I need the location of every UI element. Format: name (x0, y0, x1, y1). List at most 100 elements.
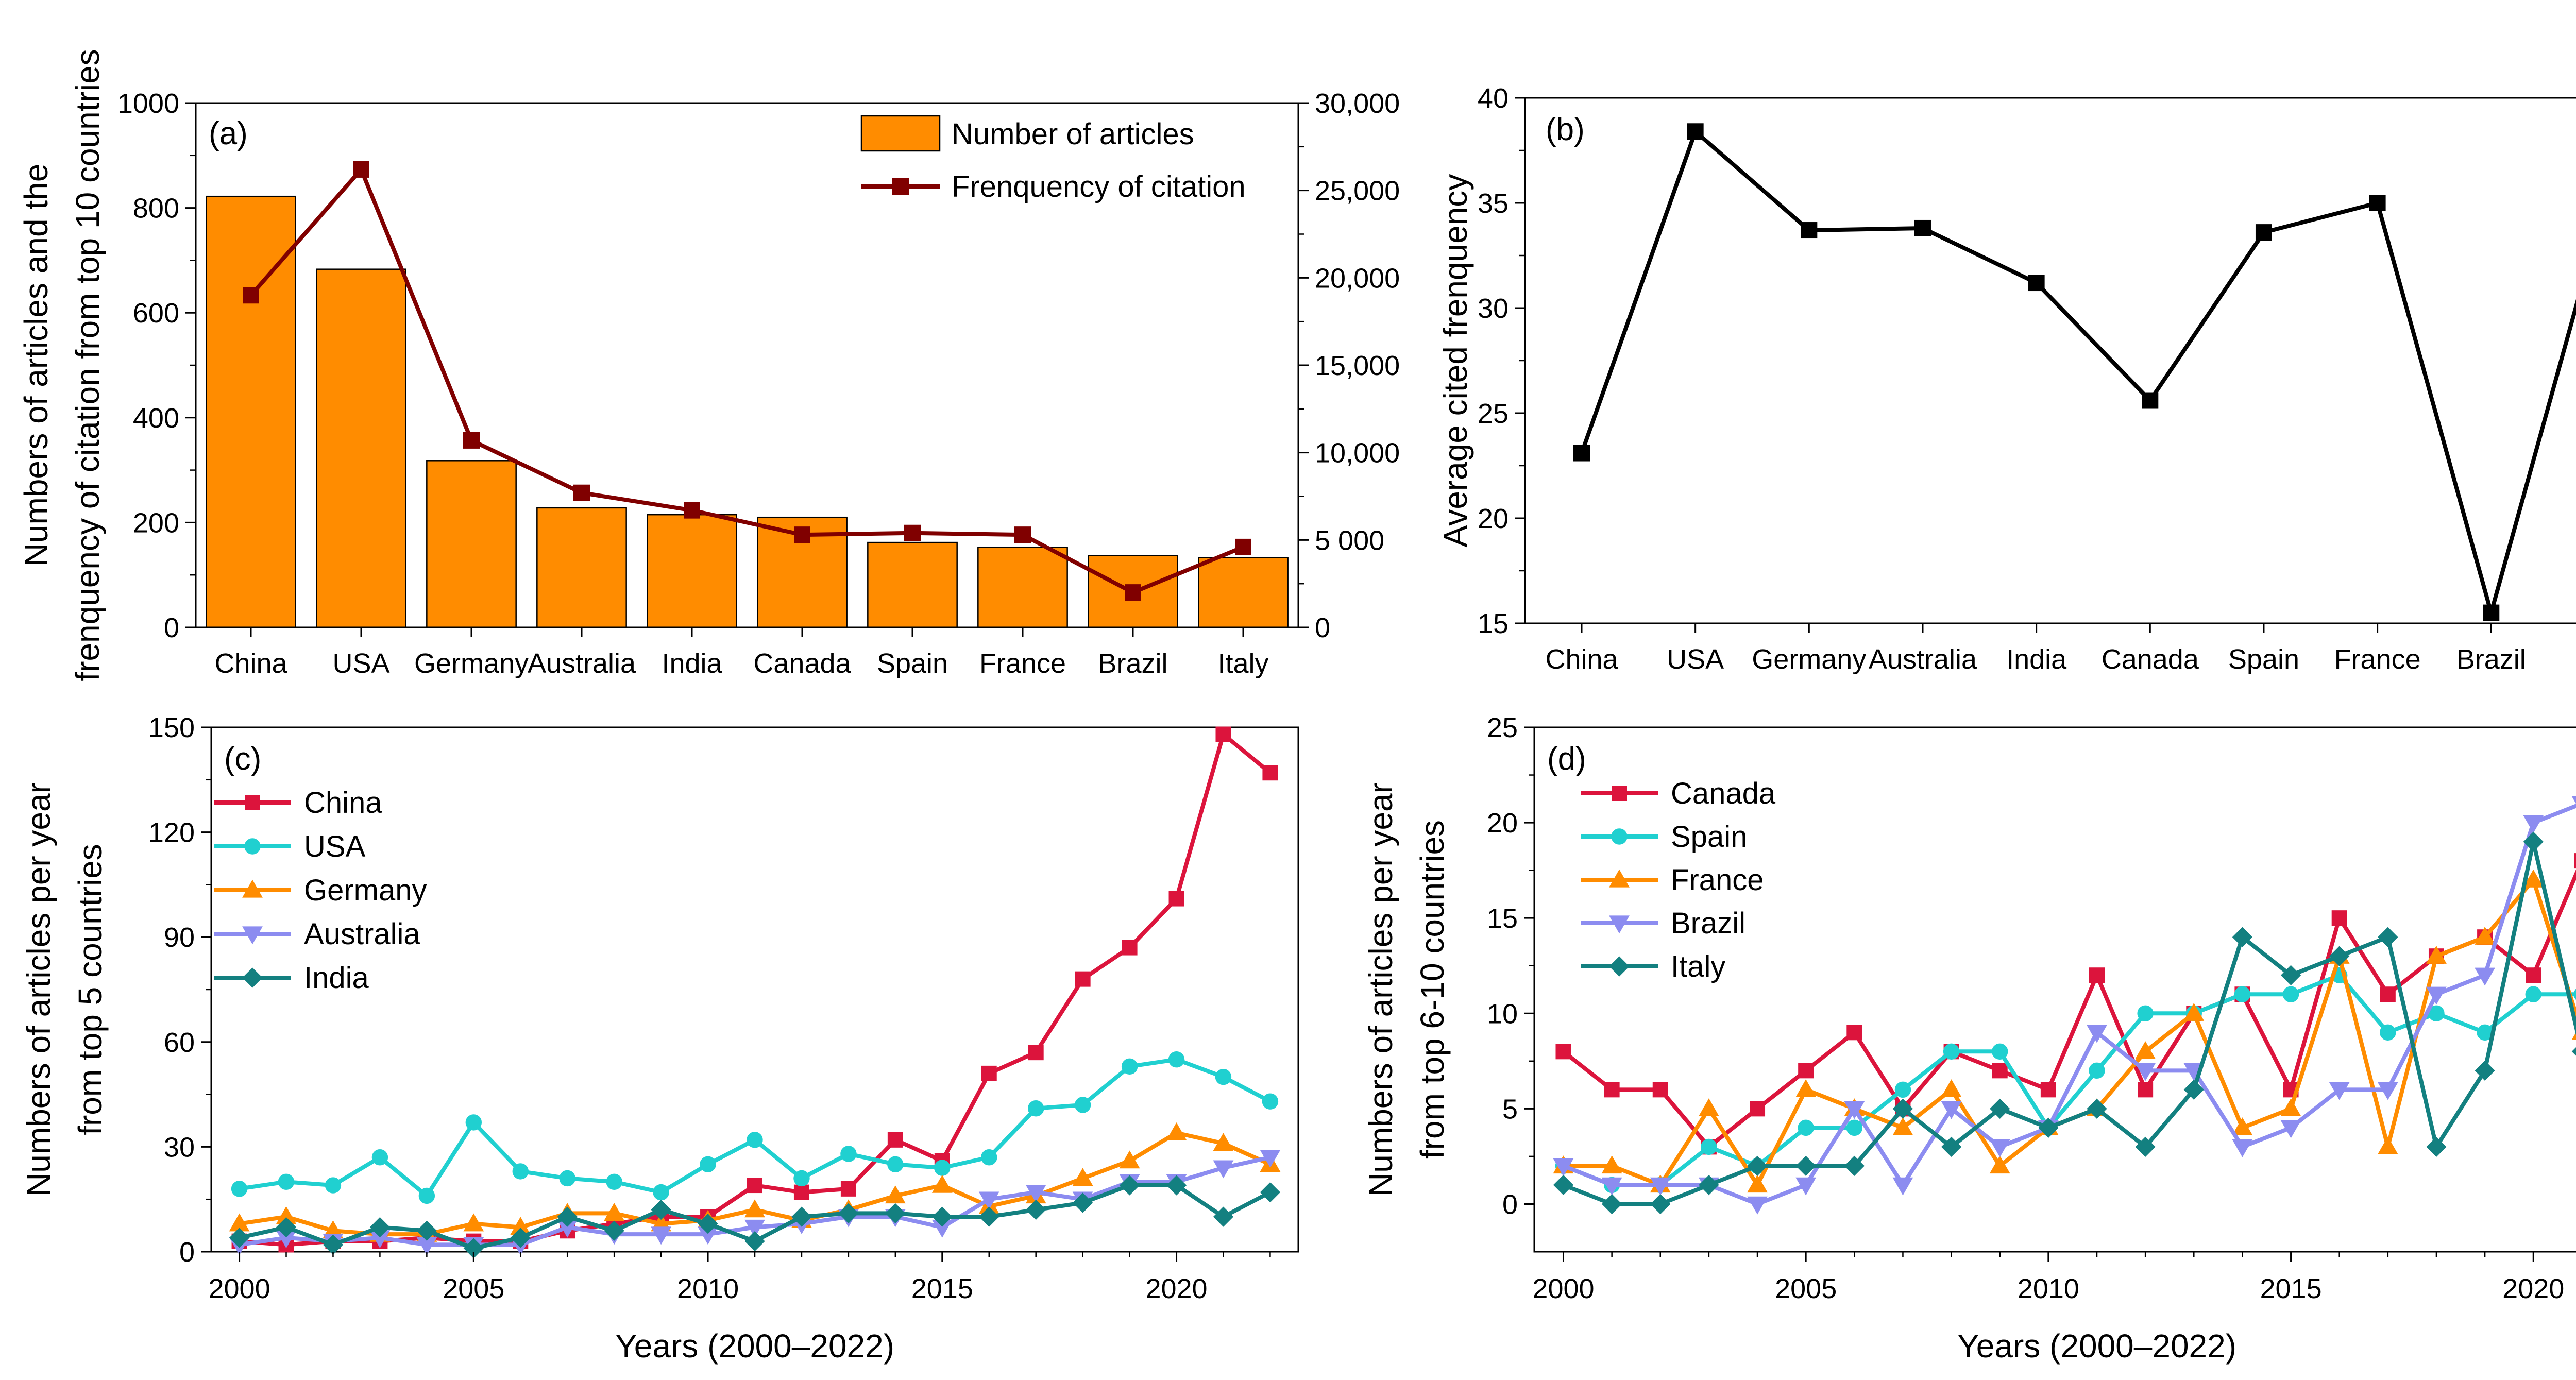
x-axis-label: Years (2000–2022) (615, 1327, 894, 1365)
legend-label-spain: Spain (1671, 820, 1747, 854)
point-canada-2012 (2138, 1082, 2154, 1098)
legend: Number of articles Frenquency of citation (860, 115, 1246, 203)
point-france-2009 (1989, 1155, 2010, 1174)
point-brazil-2004 (1747, 1196, 1768, 1215)
y-tick-label: 200 (133, 507, 179, 538)
y-tick-label: 60 (164, 1027, 195, 1058)
point-italy-2016 (2329, 946, 2350, 966)
point-germany-2014 (885, 1185, 906, 1204)
y-tick-label: 90 (164, 922, 195, 953)
y-tick-label: 0 (179, 1237, 195, 1268)
point-canada-2004 (1750, 1101, 1766, 1117)
point-germany-2021 (1213, 1133, 1234, 1151)
bar-spain (867, 541, 958, 628)
point-canada-2000 (1555, 1044, 1571, 1060)
point-brazil-2011 (2087, 1025, 2107, 1043)
point-india-2019 (1119, 1175, 1140, 1196)
point-citation-france (1014, 526, 1031, 543)
point-spain-2014 (2234, 986, 2251, 1002)
legend-label-australia: Australia (304, 917, 420, 951)
point-italy-2013 (2183, 1079, 2204, 1100)
point-india-2010 (698, 1214, 718, 1234)
point-australia-2022 (1260, 1150, 1281, 1168)
point-india-2014 (885, 1203, 906, 1223)
point-italy-2018 (2426, 1136, 2447, 1157)
point-citation-canada (794, 526, 810, 543)
point-citation-india (684, 502, 700, 519)
y-tick-label: 30 (1478, 293, 1509, 324)
point-spain-2005 (1798, 1119, 1814, 1136)
y-tick-label: 40 (1478, 83, 1509, 114)
point-usa-2009 (653, 1184, 669, 1201)
x-tick-label: Canada (2102, 644, 2199, 675)
point-spain-2012 (2137, 1005, 2154, 1021)
y-axis-label: Numbers of articles and the frenquency of… (18, 49, 106, 681)
point-usa-2014 (887, 1156, 904, 1173)
point-china (1573, 445, 1590, 462)
legend-label-brazil: Brazil (1671, 907, 1745, 940)
point-italy-2010 (2038, 1117, 2059, 1138)
point-italy-2014 (2232, 927, 2253, 947)
legend-label: Number of articles (952, 117, 1194, 151)
x-tick-label: China (214, 648, 287, 679)
point-italy-2004 (1747, 1155, 1768, 1177)
legend-marker-canada (1612, 786, 1627, 801)
point-india-2018 (1073, 1192, 1093, 1213)
point-germany-2008 (604, 1203, 625, 1221)
point-usa-2017 (1027, 1100, 1044, 1117)
point-spain-2020 (2525, 986, 2541, 1002)
point-italy-2006 (1844, 1155, 1865, 1177)
point-china-2019 (1122, 940, 1138, 956)
y-tick-label: 5 000 (1315, 525, 1384, 556)
point-germany-2005 (463, 1213, 484, 1232)
series-italy (1553, 831, 2576, 1215)
point-france-2018 (2426, 946, 2447, 964)
bar-france (977, 546, 1068, 628)
point-france-2004 (1747, 1174, 1768, 1193)
point-citation-spain (904, 524, 921, 541)
point-germany-2018 (1072, 1168, 1093, 1186)
point-australia-2021 (1213, 1160, 1234, 1179)
point-spain-2008 (1943, 1043, 1960, 1060)
legend: China USA Germany Australia India (214, 786, 427, 995)
point-brazil-2002 (1650, 1177, 1671, 1196)
x-tick-label: India (662, 648, 722, 679)
point-brazil-2014 (2232, 1139, 2253, 1157)
legend-marker-france (1609, 869, 1630, 888)
point-italy-2000 (1553, 1174, 1574, 1196)
point-india-2000 (229, 1228, 250, 1248)
point-brazil-2012 (2135, 1063, 2156, 1081)
x-tick-label: Spain (2228, 644, 2299, 675)
point-usa-2013 (840, 1146, 857, 1162)
point-citation-china (243, 287, 259, 304)
point-spain-2017 (2380, 1024, 2396, 1041)
point-india-2007 (557, 1206, 578, 1227)
point-brazil-2007 (1892, 1177, 1913, 1196)
y-axis-label: Numbers of articles per year from top 6-1… (1362, 782, 1451, 1197)
point-brazil-2015 (2280, 1120, 2301, 1138)
point-india-2022 (1260, 1182, 1281, 1203)
point-australia (1914, 219, 1931, 236)
x-tick-label: China (1545, 644, 1618, 675)
point-brazil-2017 (2377, 1082, 2398, 1100)
bar-italy (1198, 557, 1289, 628)
point-brazil-2009 (1989, 1139, 2010, 1157)
legend-marker (892, 178, 909, 195)
point-brazil-2016 (2329, 1082, 2350, 1100)
series-line-usa (239, 1057, 1272, 1198)
point-usa-2004 (418, 1187, 435, 1204)
x-tick-label: USA (1667, 644, 1724, 675)
point-china-2014 (887, 1132, 903, 1148)
point-brazil-2008 (1941, 1101, 1962, 1119)
point-spain-2007 (1894, 1081, 1911, 1098)
legend-marker-china (245, 795, 260, 810)
legend-label-usa: USA (304, 830, 366, 863)
point-france-2021 (2571, 1032, 2576, 1040)
point-citation-brazil (1125, 584, 1141, 601)
point-china-2018 (1075, 971, 1091, 987)
point-usa-2000 (231, 1181, 248, 1197)
point-italy-2020 (2523, 831, 2544, 852)
y-tick-label: 30 (164, 1132, 195, 1163)
legend-marker-germany (242, 879, 263, 898)
point-india-2012 (791, 1206, 812, 1227)
